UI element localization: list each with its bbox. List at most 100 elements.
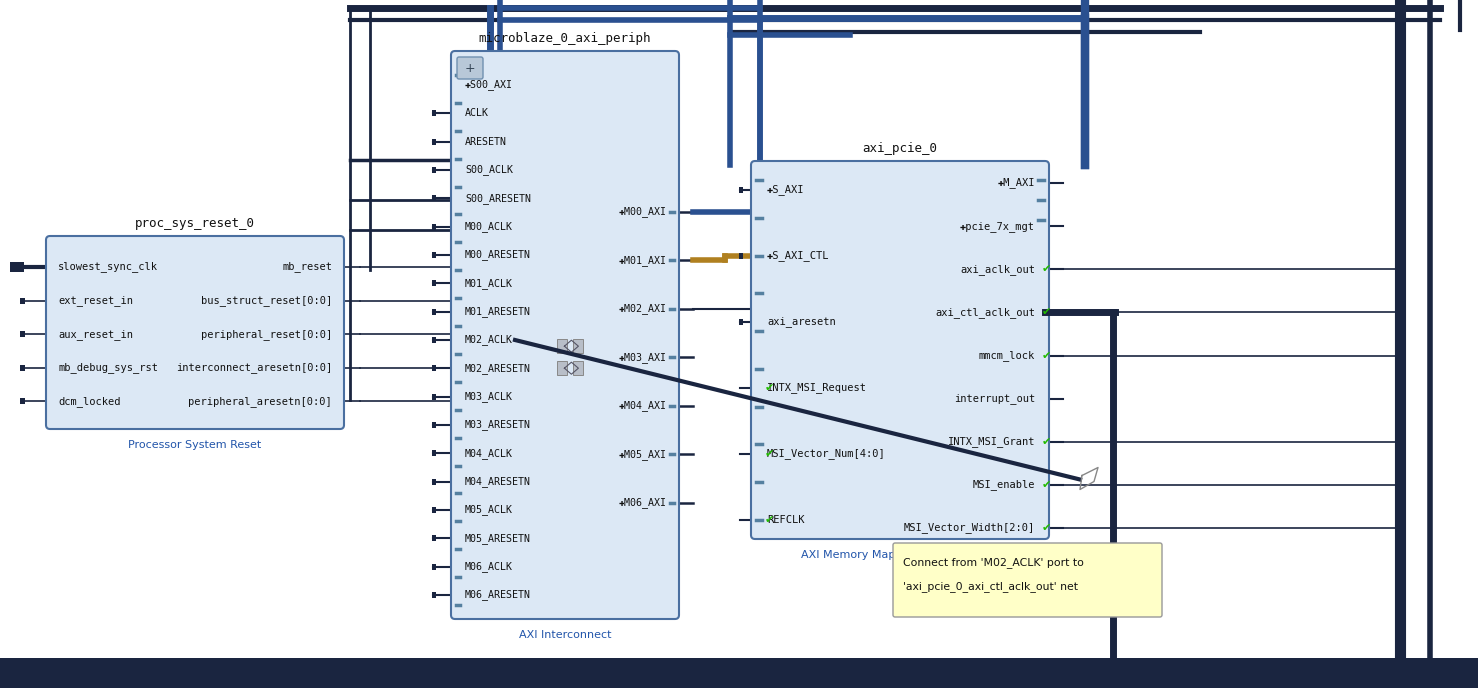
- Bar: [739, 187, 743, 193]
- Text: interconnect_aresetn[0:0]: interconnect_aresetn[0:0]: [176, 363, 333, 374]
- Text: REFCLK: REFCLK: [767, 515, 804, 525]
- Text: ✔: ✔: [1042, 480, 1051, 490]
- Bar: [10, 262, 24, 272]
- Text: ✚M02_AXI: ✚M02_AXI: [619, 303, 667, 314]
- Text: MSI_Vector_Num[4:0]: MSI_Vector_Num[4:0]: [767, 449, 885, 460]
- Text: M05_ARESETN: M05_ARESETN: [466, 533, 531, 544]
- Text: M05_ACLK: M05_ACLK: [466, 504, 513, 515]
- Text: axi_ctl_aclk_out: axi_ctl_aclk_out: [936, 307, 1035, 318]
- Text: M06_ACLK: M06_ACLK: [466, 561, 513, 572]
- Bar: [432, 507, 436, 513]
- Text: MSI_enable: MSI_enable: [973, 480, 1035, 491]
- Bar: [432, 309, 436, 314]
- Text: ✚M05_AXI: ✚M05_AXI: [619, 449, 667, 460]
- Text: mb_reset: mb_reset: [282, 261, 333, 272]
- Text: M02_ARESETN: M02_ARESETN: [466, 363, 531, 374]
- Text: M00_ACLK: M00_ACLK: [466, 222, 513, 232]
- Text: M01_ARESETN: M01_ARESETN: [466, 306, 531, 317]
- Text: M04_ARESETN: M04_ARESETN: [466, 476, 531, 487]
- FancyBboxPatch shape: [457, 57, 483, 79]
- FancyBboxPatch shape: [751, 161, 1049, 539]
- Text: Connect from 'M02_ACLK' port to: Connect from 'M02_ACLK' port to: [903, 557, 1083, 568]
- Text: ✚M06_AXI: ✚M06_AXI: [619, 497, 667, 508]
- Text: MSI_Vector_Width[2:0]: MSI_Vector_Width[2:0]: [903, 523, 1035, 533]
- Text: ARESETN: ARESETN: [466, 137, 507, 147]
- Text: axi_aresetn: axi_aresetn: [767, 316, 835, 327]
- Bar: [573, 339, 584, 353]
- Text: ✚M00_AXI: ✚M00_AXI: [619, 206, 667, 217]
- Text: INTX_MSI_Request: INTX_MSI_Request: [767, 383, 868, 394]
- Text: dcm_locked: dcm_locked: [58, 396, 121, 407]
- Text: +: +: [464, 61, 476, 74]
- FancyBboxPatch shape: [46, 236, 344, 429]
- Text: S00_ARESETN: S00_ARESETN: [466, 193, 531, 204]
- Bar: [432, 535, 436, 541]
- Text: mb_debug_sys_rst: mb_debug_sys_rst: [58, 363, 158, 374]
- Bar: [432, 422, 436, 428]
- Text: ✔: ✔: [766, 449, 774, 459]
- Text: ext_reset_in: ext_reset_in: [58, 295, 133, 306]
- Text: Processor System Reset: Processor System Reset: [129, 440, 262, 450]
- Text: axi_aclk_out: axi_aclk_out: [961, 264, 1035, 275]
- Bar: [557, 361, 568, 375]
- Text: ✔: ✔: [1042, 264, 1051, 275]
- Text: ACLK: ACLK: [466, 108, 489, 118]
- Text: ✚M_AXI: ✚M_AXI: [998, 178, 1035, 189]
- Text: S00_ACLK: S00_ACLK: [466, 164, 513, 175]
- Text: M01_ACLK: M01_ACLK: [466, 278, 513, 289]
- Bar: [0, 658, 1478, 688]
- Bar: [432, 337, 436, 343]
- Bar: [432, 592, 436, 598]
- Text: ✔: ✔: [766, 515, 774, 525]
- Bar: [21, 398, 25, 405]
- Bar: [557, 339, 568, 353]
- Text: ✚S00_AXI: ✚S00_AXI: [466, 80, 513, 90]
- Bar: [739, 253, 743, 259]
- Text: AXI Memory Mapped To PCI Express: AXI Memory Mapped To PCI Express: [801, 550, 999, 560]
- Text: ✚S_AXI: ✚S_AXI: [767, 184, 804, 195]
- Text: ✚M03_AXI: ✚M03_AXI: [619, 352, 667, 363]
- Text: M02_ACLK: M02_ACLK: [466, 334, 513, 345]
- Text: ✔: ✔: [1042, 350, 1051, 361]
- Bar: [432, 365, 436, 372]
- Text: proc_sys_reset_0: proc_sys_reset_0: [134, 217, 256, 230]
- Bar: [432, 479, 436, 484]
- Text: slowest_sync_clk: slowest_sync_clk: [58, 261, 158, 272]
- Bar: [739, 319, 743, 325]
- Text: interrupt_out: interrupt_out: [953, 393, 1035, 404]
- Text: axi_pcie_0: axi_pcie_0: [863, 142, 937, 155]
- Bar: [573, 361, 584, 375]
- Bar: [432, 195, 436, 202]
- Bar: [432, 139, 436, 144]
- Bar: [21, 331, 25, 337]
- Text: M04_ACLK: M04_ACLK: [466, 448, 513, 459]
- Text: microblaze_0_axi_periph: microblaze_0_axi_periph: [479, 32, 652, 45]
- Bar: [432, 563, 436, 570]
- Bar: [21, 365, 25, 371]
- Text: aux_reset_in: aux_reset_in: [58, 329, 133, 340]
- Text: peripheral_aresetn[0:0]: peripheral_aresetn[0:0]: [188, 396, 333, 407]
- Text: bus_struct_reset[0:0]: bus_struct_reset[0:0]: [201, 295, 333, 306]
- FancyBboxPatch shape: [451, 51, 678, 619]
- Text: ✔: ✔: [1042, 308, 1051, 317]
- Bar: [21, 297, 25, 303]
- Text: peripheral_reset[0:0]: peripheral_reset[0:0]: [201, 329, 333, 340]
- FancyBboxPatch shape: [893, 543, 1162, 617]
- Text: M00_ARESETN: M00_ARESETN: [466, 250, 531, 261]
- Bar: [432, 110, 436, 116]
- Bar: [432, 451, 436, 456]
- Text: ✚pcie_7x_mgt: ✚pcie_7x_mgt: [961, 221, 1035, 232]
- Text: ✔: ✔: [766, 383, 774, 393]
- Text: ✚M04_AXI: ✚M04_AXI: [619, 400, 667, 411]
- Bar: [432, 224, 436, 230]
- Bar: [432, 394, 436, 400]
- Text: ✚M01_AXI: ✚M01_AXI: [619, 255, 667, 266]
- Text: ✔: ✔: [1042, 523, 1051, 533]
- Text: M03_ARESETN: M03_ARESETN: [466, 420, 531, 431]
- Text: AXI Interconnect: AXI Interconnect: [519, 630, 612, 640]
- Text: ✚S_AXI_CTL: ✚S_AXI_CTL: [767, 250, 829, 261]
- Bar: [432, 280, 436, 286]
- Bar: [432, 252, 436, 258]
- Text: INTX_MSI_Grant: INTX_MSI_Grant: [947, 436, 1035, 447]
- Text: M03_ACLK: M03_ACLK: [466, 391, 513, 402]
